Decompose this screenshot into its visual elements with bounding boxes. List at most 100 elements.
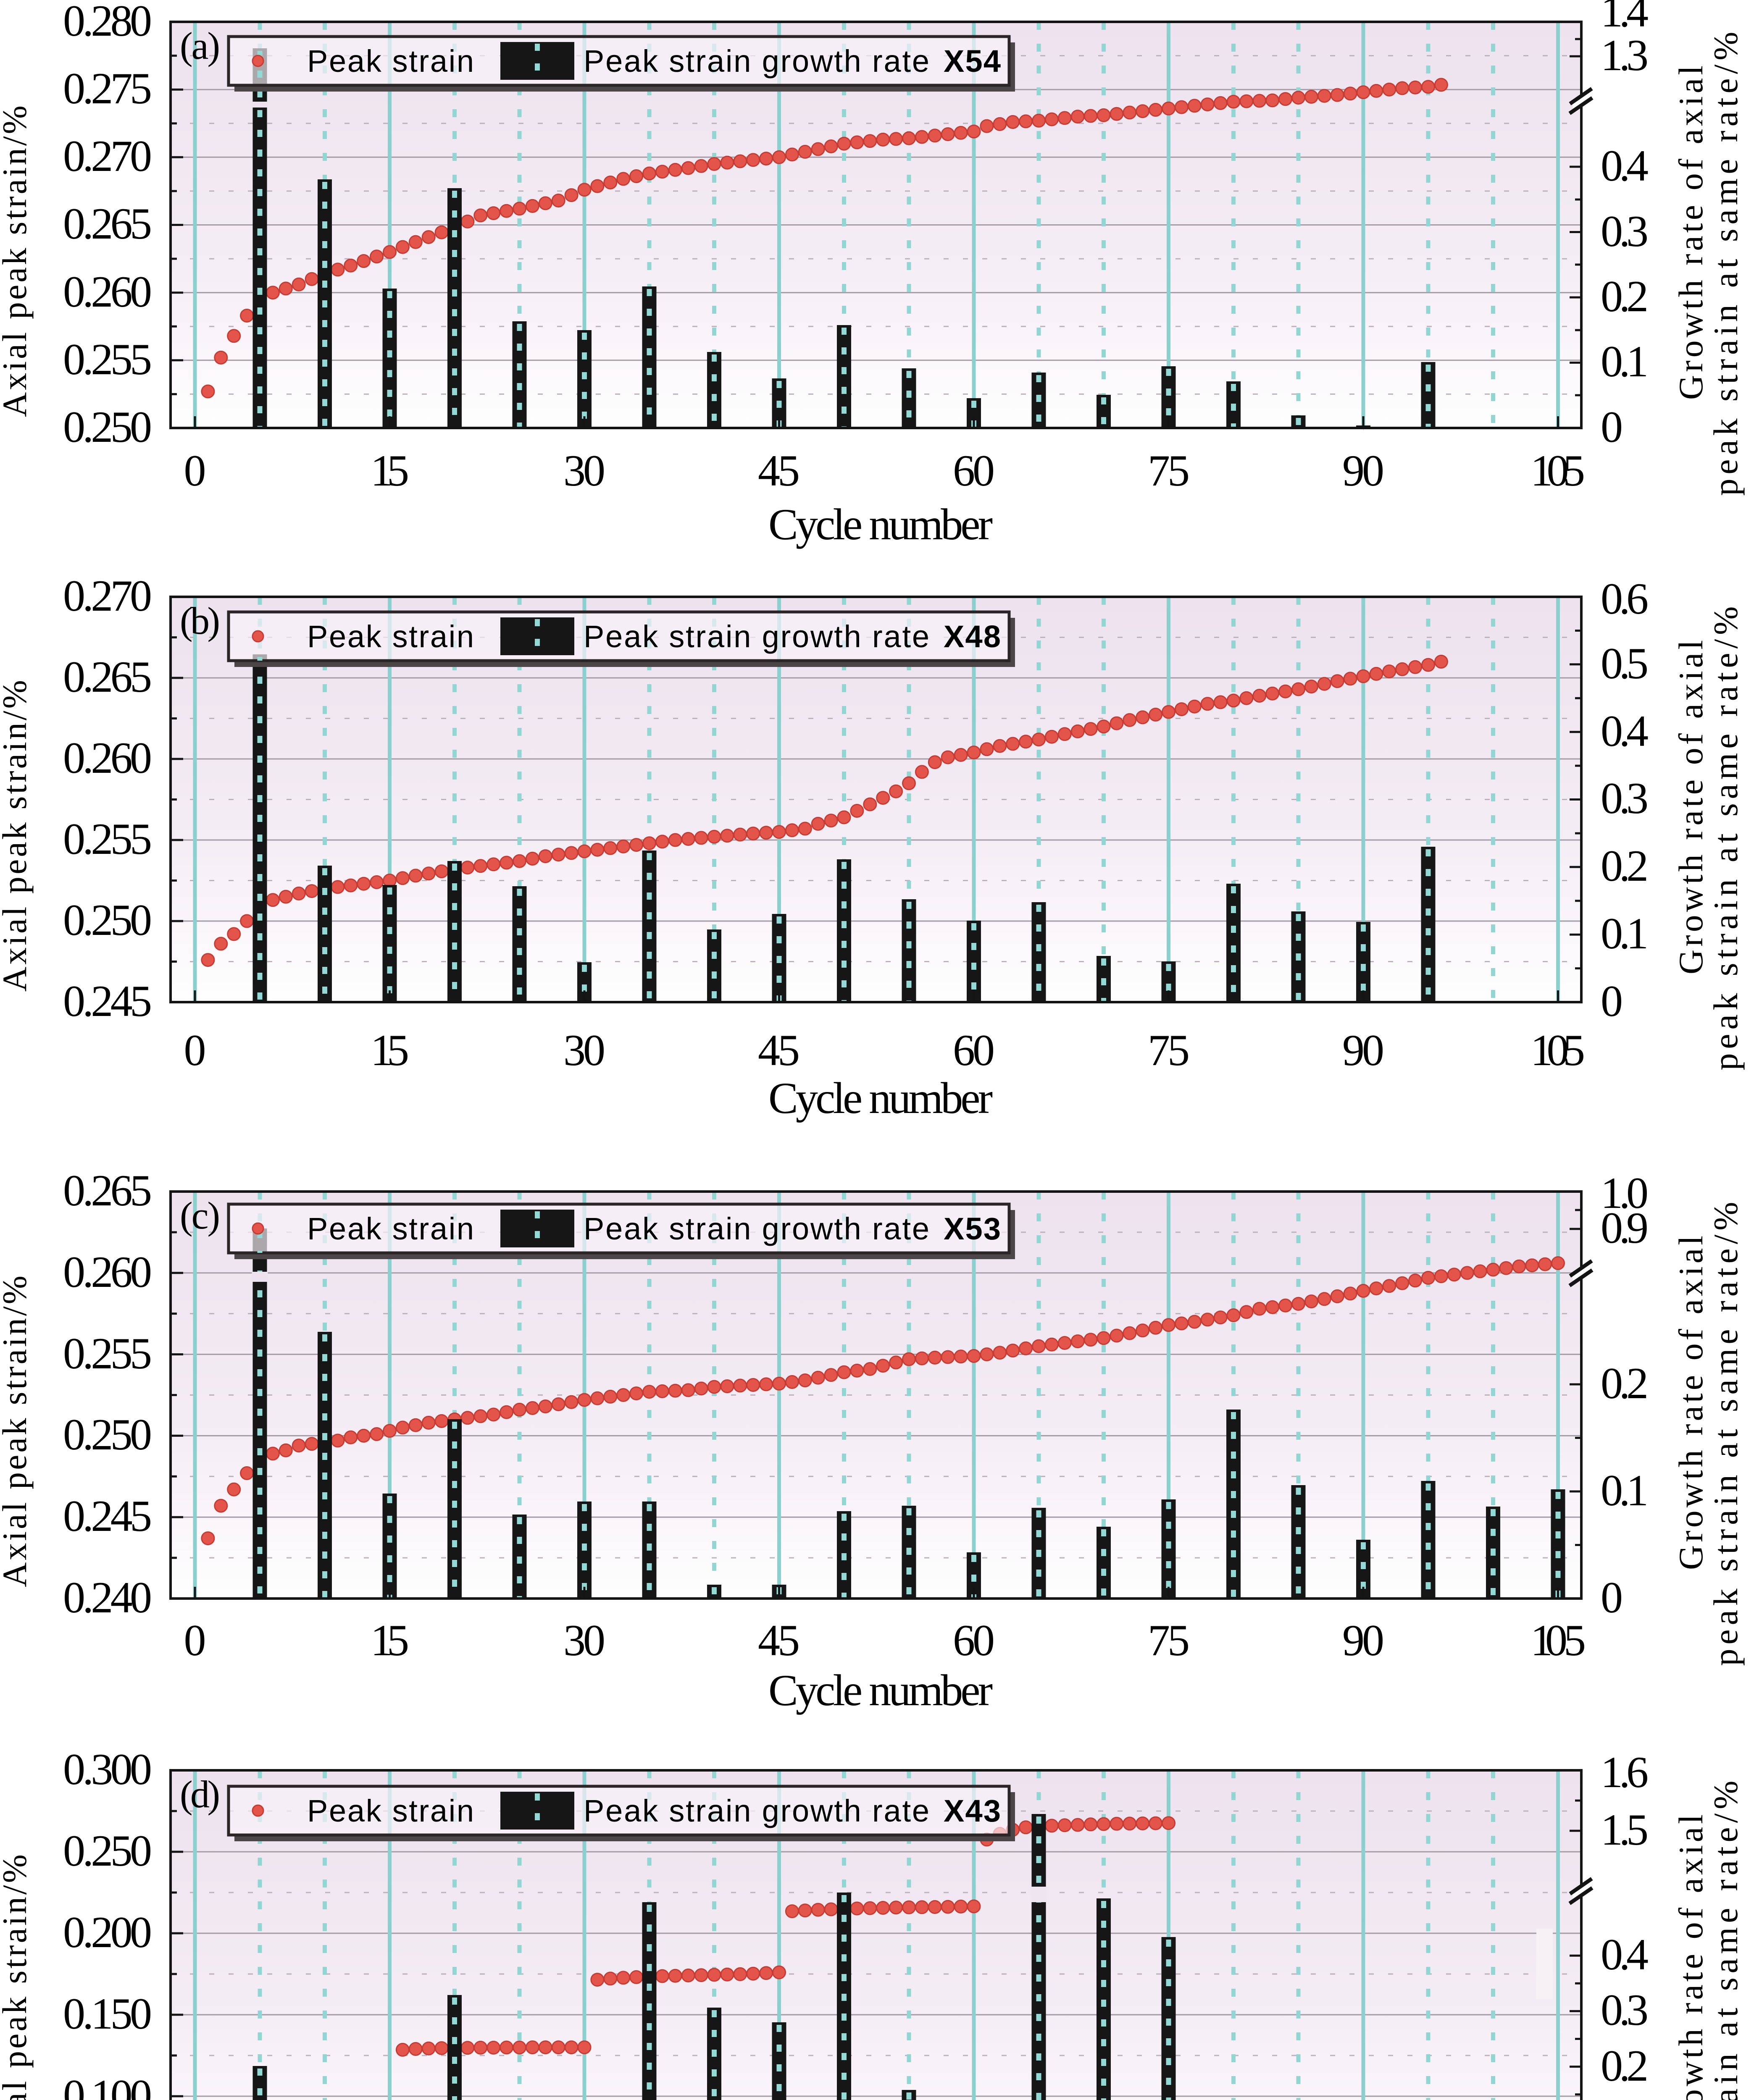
svg-text:X53: X53 [944, 1211, 1001, 1246]
svg-text:Axial peak strain/%: Axial peak strain/% [0, 1276, 34, 1587]
svg-text:0.245: 0.245 [63, 976, 152, 1026]
svg-text:45: 45 [758, 1616, 800, 1665]
svg-text:peak strain at same rate/%: peak strain at same rate/% [1707, 1781, 1745, 2100]
svg-text:0.150: 0.150 [63, 1989, 152, 2038]
svg-text:0.100: 0.100 [63, 2071, 152, 2100]
svg-text:Growth rate of axial: Growth rate of axial [1672, 1814, 1710, 2100]
svg-text:0.1: 0.1 [1601, 2097, 1649, 2100]
svg-text:Cycle number: Cycle number [768, 1074, 993, 1123]
svg-text:0.255: 0.255 [63, 814, 152, 864]
svg-text:0.260: 0.260 [63, 733, 152, 782]
svg-text:30: 30 [563, 1026, 605, 1075]
svg-text:Peak strain: Peak strain [307, 44, 474, 79]
svg-text:peak strain at same rate/%: peak strain at same rate/% [1707, 32, 1745, 496]
svg-text:0: 0 [1601, 1573, 1623, 1622]
svg-text:0.3: 0.3 [1601, 1985, 1649, 2034]
svg-text:0.275: 0.275 [63, 64, 152, 113]
svg-text:Peak strain growth rate: Peak strain growth rate [584, 619, 929, 654]
svg-text:1.3: 1.3 [1601, 31, 1649, 80]
svg-text:5: 5 [1564, 1616, 1586, 1665]
svg-text:15: 15 [371, 1616, 409, 1665]
svg-text:0.265: 0.265 [63, 199, 152, 248]
svg-text:0.3: 0.3 [1601, 207, 1649, 256]
svg-text:90: 90 [1342, 1616, 1384, 1665]
svg-text:Axial peak strain/%: Axial peak strain/% [0, 1854, 34, 2100]
svg-text:90: 90 [1342, 446, 1384, 495]
svg-text:0.255: 0.255 [63, 335, 152, 384]
svg-text:0.4: 0.4 [1601, 706, 1649, 756]
svg-text:0.1: 0.1 [1601, 337, 1649, 386]
svg-text:0.3: 0.3 [1601, 774, 1649, 823]
svg-text:0.6: 0.6 [1601, 574, 1649, 623]
svg-text:45: 45 [758, 1026, 800, 1075]
svg-text:15: 15 [371, 1026, 409, 1075]
svg-text:105: 105 [1530, 1026, 1585, 1075]
svg-text:Cycle number: Cycle number [768, 500, 993, 549]
svg-text:0.300: 0.300 [63, 1745, 152, 1794]
svg-text:0.245: 0.245 [63, 1491, 152, 1541]
svg-text:30: 30 [563, 1616, 605, 1665]
svg-text:0.280: 0.280 [63, 0, 152, 45]
svg-text:1.6: 1.6 [1601, 1748, 1649, 1797]
svg-text:Peak strain growth rate: Peak strain growth rate [584, 44, 929, 79]
svg-text:105: 105 [1530, 446, 1585, 495]
svg-text:0.2: 0.2 [1601, 2041, 1649, 2090]
svg-text:60: 60 [953, 446, 995, 495]
svg-text:X48: X48 [944, 619, 1001, 654]
svg-text:0.270: 0.270 [63, 571, 152, 620]
svg-text:peak strain at same rate/%: peak strain at same rate/% [1707, 1202, 1745, 1666]
svg-text:Peak strain: Peak strain [307, 1793, 474, 1828]
svg-text:0.9: 0.9 [1601, 1203, 1649, 1252]
svg-text:peak strain at same rate/%: peak strain at same rate/% [1707, 606, 1745, 1071]
svg-text:0.1: 0.1 [1601, 909, 1649, 958]
svg-text:1.4: 1.4 [1601, 0, 1649, 36]
svg-text:10: 10 [1530, 1616, 1567, 1665]
svg-text:(a): (a) [180, 24, 220, 67]
svg-text:60: 60 [953, 1616, 995, 1665]
svg-text:Growth rate of axial: Growth rate of axial [1672, 1236, 1710, 1570]
svg-text:(b): (b) [180, 599, 220, 642]
svg-text:45: 45 [758, 446, 800, 495]
svg-text:15: 15 [371, 446, 409, 495]
svg-text:Peak strain: Peak strain [307, 1211, 474, 1246]
svg-text:0: 0 [1601, 402, 1623, 452]
svg-text:0.5: 0.5 [1601, 639, 1649, 688]
svg-text:Axial peak strain/%: Axial peak strain/% [0, 105, 34, 417]
svg-text:Peak strain: Peak strain [307, 619, 474, 654]
svg-text:0.250: 0.250 [63, 402, 152, 452]
svg-text:0.4: 0.4 [1601, 1930, 1649, 1979]
svg-text:1.5: 1.5 [1601, 1805, 1649, 1854]
svg-text:0.265: 0.265 [63, 652, 152, 701]
svg-text:0.4: 0.4 [1601, 141, 1649, 190]
svg-text:(c): (c) [180, 1194, 220, 1237]
svg-text:Peak strain growth rate: Peak strain growth rate [584, 1211, 929, 1246]
svg-text:Growth rate of axial: Growth rate of axial [1672, 66, 1710, 400]
svg-text:0.2: 0.2 [1601, 841, 1649, 890]
svg-text:0.250: 0.250 [63, 1826, 152, 1875]
svg-text:X43: X43 [944, 1793, 1001, 1828]
svg-text:0.250: 0.250 [63, 1410, 152, 1459]
svg-text:0.200: 0.200 [63, 1908, 152, 1957]
svg-text:0.260: 0.260 [63, 267, 152, 316]
svg-text:0.240: 0.240 [63, 1573, 152, 1622]
svg-text:1.0: 1.0 [1601, 1168, 1649, 1218]
svg-text:60: 60 [953, 1026, 995, 1075]
svg-text:75: 75 [1148, 1026, 1190, 1075]
svg-text:0: 0 [184, 1026, 206, 1075]
svg-text:Axial peak strain/%: Axial peak strain/% [0, 680, 34, 992]
svg-text:0.2: 0.2 [1601, 1359, 1649, 1408]
svg-text:90: 90 [1342, 1026, 1384, 1075]
svg-text:75: 75 [1148, 446, 1190, 495]
svg-text:0.2: 0.2 [1601, 272, 1649, 321]
svg-text:(d): (d) [180, 1773, 220, 1816]
svg-text:Growth rate of axial: Growth rate of axial [1672, 640, 1710, 974]
svg-text:0.270: 0.270 [63, 131, 152, 181]
svg-text:30: 30 [563, 446, 605, 495]
svg-text:75: 75 [1148, 1616, 1190, 1665]
svg-text:Peak strain growth rate: Peak strain growth rate [584, 1793, 929, 1828]
svg-text:Cycle number: Cycle number [768, 1666, 993, 1715]
svg-text:0.255: 0.255 [63, 1329, 152, 1378]
svg-text:0.250: 0.250 [63, 895, 152, 945]
svg-text:0.265: 0.265 [63, 1166, 152, 1215]
svg-text:0.260: 0.260 [63, 1247, 152, 1297]
